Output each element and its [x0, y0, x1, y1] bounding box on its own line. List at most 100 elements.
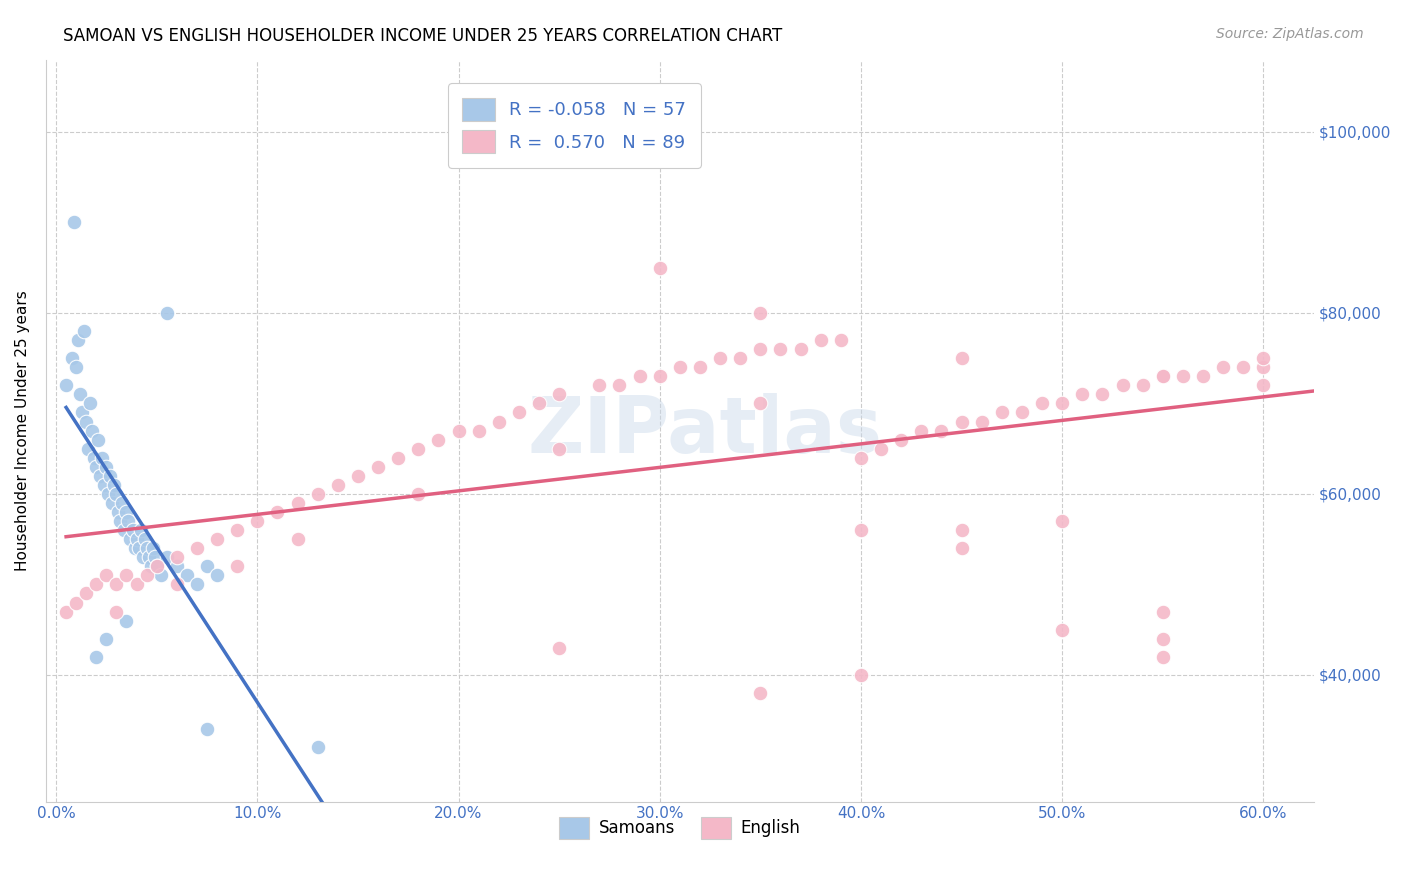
Point	[588, 378, 610, 392]
Point	[488, 415, 510, 429]
Legend: Samoans, English: Samoans, English	[553, 811, 807, 846]
Point	[749, 342, 772, 356]
Point	[1050, 396, 1073, 410]
Point	[1152, 632, 1174, 646]
Point	[246, 514, 269, 528]
Point	[367, 459, 389, 474]
Point	[931, 424, 953, 438]
Point	[115, 505, 138, 519]
Point	[186, 541, 208, 556]
Point	[950, 541, 973, 556]
Text: ZIPatlas: ZIPatlas	[527, 392, 883, 468]
Point	[1050, 514, 1073, 528]
Point	[67, 333, 90, 347]
Point	[166, 550, 188, 565]
Point	[1253, 360, 1275, 375]
Point	[749, 306, 772, 320]
Point	[226, 523, 249, 537]
Point	[89, 468, 111, 483]
Point	[810, 333, 832, 347]
Point	[65, 595, 87, 609]
Point	[226, 559, 249, 574]
Point	[1171, 369, 1194, 384]
Point	[125, 532, 148, 546]
Point	[97, 487, 120, 501]
Point	[266, 505, 288, 519]
Point	[689, 360, 711, 375]
Point	[55, 378, 77, 392]
Point	[1152, 605, 1174, 619]
Point	[508, 405, 530, 419]
Point	[166, 577, 188, 591]
Point	[84, 577, 107, 591]
Point	[114, 523, 136, 537]
Point	[527, 396, 550, 410]
Point	[96, 459, 118, 474]
Point	[87, 433, 110, 447]
Point	[950, 523, 973, 537]
Point	[156, 550, 179, 565]
Point	[1253, 351, 1275, 366]
Point	[129, 523, 152, 537]
Point	[1011, 405, 1033, 419]
Point	[93, 478, 115, 492]
Point	[406, 442, 429, 456]
Point	[83, 450, 105, 465]
Point	[1152, 649, 1174, 664]
Point	[121, 523, 143, 537]
Point	[120, 532, 142, 546]
Point	[166, 559, 188, 574]
Point	[125, 577, 148, 591]
Point	[387, 450, 409, 465]
Point	[548, 387, 571, 401]
Text: Source: ZipAtlas.com: Source: ZipAtlas.com	[1216, 27, 1364, 41]
Point	[1212, 360, 1234, 375]
Point	[103, 478, 125, 492]
Point	[307, 487, 329, 501]
Point	[176, 568, 198, 582]
Point	[548, 640, 571, 655]
Point	[467, 424, 489, 438]
Point	[709, 351, 731, 366]
Point	[98, 468, 121, 483]
Point	[326, 478, 349, 492]
Point	[111, 496, 134, 510]
Point	[406, 487, 429, 501]
Point	[648, 260, 671, 275]
Point	[145, 559, 167, 574]
Point	[970, 415, 993, 429]
Point	[1232, 360, 1254, 375]
Point	[75, 586, 97, 600]
Point	[105, 487, 128, 501]
Point	[910, 424, 932, 438]
Point	[115, 614, 138, 628]
Point	[139, 559, 162, 574]
Point	[1152, 369, 1174, 384]
Point	[628, 369, 651, 384]
Point	[1253, 378, 1275, 392]
Point	[96, 568, 118, 582]
Point	[115, 568, 138, 582]
Point	[186, 577, 208, 591]
Point	[82, 424, 104, 438]
Point	[347, 468, 370, 483]
Point	[548, 442, 571, 456]
Point	[70, 405, 93, 419]
Point	[669, 360, 692, 375]
Point	[55, 605, 77, 619]
Point	[287, 496, 309, 510]
Point	[749, 686, 772, 700]
Point	[105, 605, 128, 619]
Point	[60, 351, 83, 366]
Point	[307, 740, 329, 755]
Point	[890, 433, 912, 447]
Y-axis label: Householder Income Under 25 years: Householder Income Under 25 years	[15, 290, 30, 571]
Point	[110, 514, 132, 528]
Point	[749, 396, 772, 410]
Point	[149, 568, 172, 582]
Point	[195, 722, 218, 736]
Point	[1071, 387, 1094, 401]
Point	[107, 505, 129, 519]
Point	[156, 306, 179, 320]
Point	[75, 415, 97, 429]
